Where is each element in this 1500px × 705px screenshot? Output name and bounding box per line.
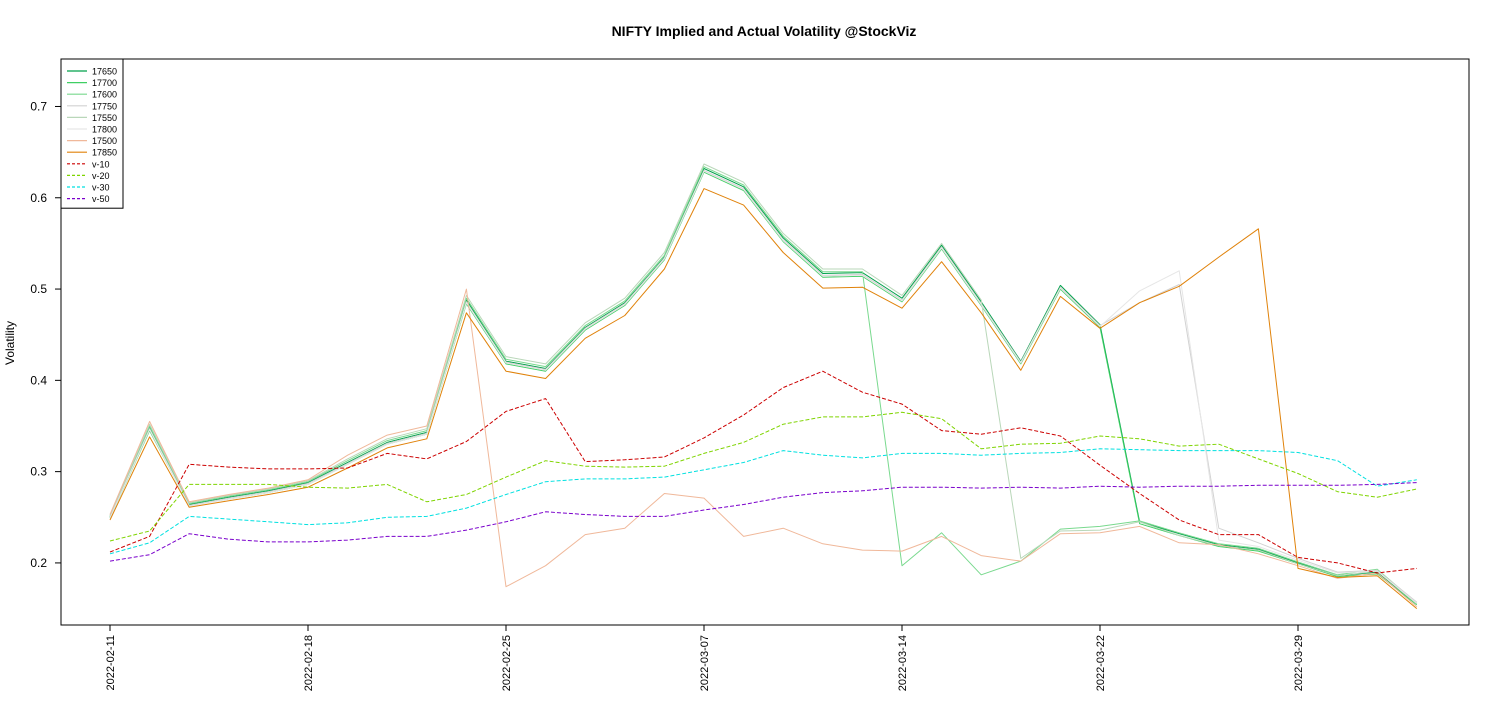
series-line-17600 bbox=[109, 166, 1418, 604]
legend-label: 17600 bbox=[92, 90, 117, 100]
y-tick-label: 0.3 bbox=[30, 465, 47, 479]
y-tick-label: 0.7 bbox=[30, 99, 47, 113]
legend-label: 17800 bbox=[92, 125, 117, 135]
legend-label: 17750 bbox=[92, 101, 117, 111]
series-line-17750 bbox=[109, 169, 1418, 603]
legend-label: 17700 bbox=[92, 78, 117, 88]
series-line-17850 bbox=[109, 188, 1418, 609]
legend-label: 17850 bbox=[92, 148, 117, 158]
chart-title: NIFTY Implied and Actual Volatility @Sto… bbox=[612, 23, 917, 39]
legend-label: v-50 bbox=[92, 194, 110, 204]
series-line-17550 bbox=[109, 163, 1418, 605]
x-tick-label: 2022-02-25 bbox=[501, 635, 513, 691]
series-layer bbox=[109, 163, 1418, 609]
legend-box bbox=[60, 58, 124, 209]
x-tick-label: 2022-02-18 bbox=[303, 635, 315, 691]
y-tick-label: 0.6 bbox=[30, 191, 47, 205]
legend-label: v-30 bbox=[92, 183, 110, 193]
x-tick-label: 2022-02-11 bbox=[105, 635, 117, 690]
legend-label: 17500 bbox=[92, 136, 117, 146]
series-line-v-20 bbox=[109, 411, 1417, 542]
plot-frame bbox=[60, 58, 1470, 626]
x-axis: 2022-02-11 2022-02-18 2022-02-25 2022-03-07… bbox=[105, 625, 1305, 691]
series-line-17650 bbox=[109, 168, 1418, 605]
series-line-17800 bbox=[109, 170, 1418, 604]
x-tick-label: 2022-03-29 bbox=[1293, 635, 1305, 691]
series-line-v-10 bbox=[109, 370, 1417, 574]
series-line-17500 bbox=[109, 288, 1418, 608]
x-tick-label: 2022-03-22 bbox=[1095, 635, 1107, 691]
legend-label: 17550 bbox=[92, 113, 117, 123]
legend-label: v-20 bbox=[92, 171, 110, 181]
y-axis: 0.2 0.3 0.4 0.5 0.6 0.7 bbox=[30, 99, 61, 570]
legend-label: 17650 bbox=[92, 67, 117, 77]
y-tick-label: 0.2 bbox=[30, 556, 47, 570]
y-tick-label: 0.5 bbox=[30, 282, 47, 296]
series-line-v-50 bbox=[109, 482, 1417, 562]
x-tick-label: 2022-03-07 bbox=[699, 635, 711, 691]
x-tick-label: 2022-03-14 bbox=[897, 635, 909, 691]
y-tick-label: 0.4 bbox=[30, 373, 47, 387]
legend-label: v-10 bbox=[92, 159, 110, 169]
y-axis-label: Volatility bbox=[3, 321, 17, 365]
